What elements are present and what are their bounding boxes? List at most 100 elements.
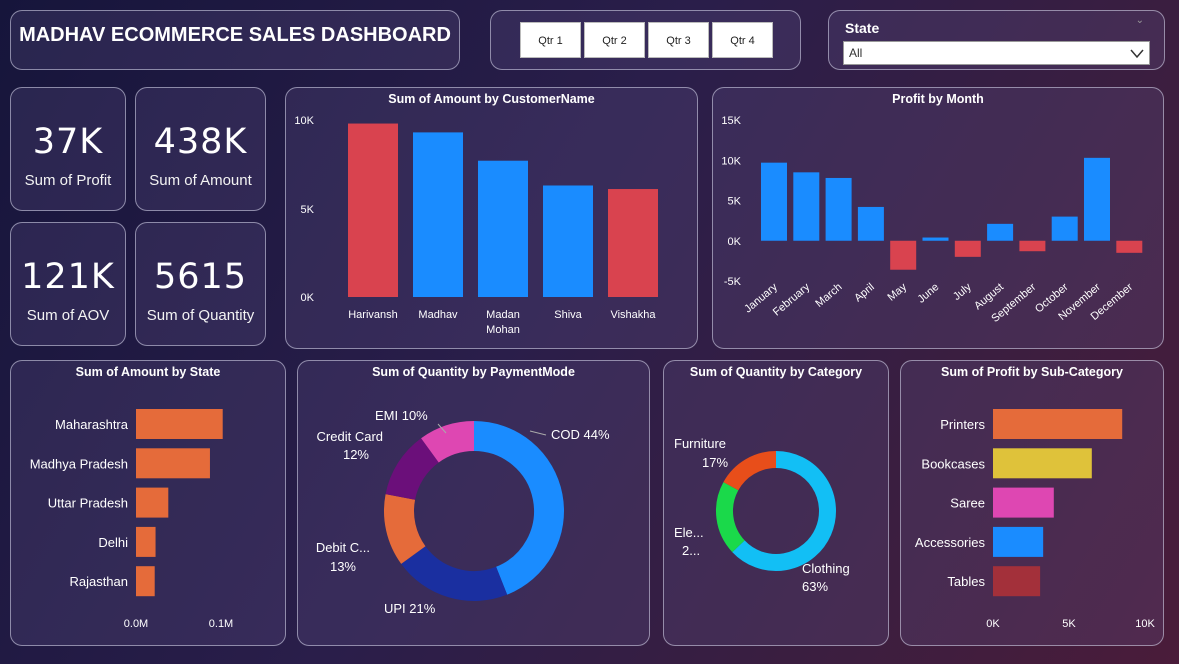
slice-label: Debit C...: [316, 540, 370, 555]
x-tick-label: 0K: [986, 618, 1000, 630]
x-tick-label: May: [885, 281, 909, 304]
x-tick-label: 0.1M: [209, 618, 233, 630]
customer-amount-chart-panel: Sum of Amount by CustomerName 10K 5K 0K Har…: [285, 87, 698, 349]
slice-label: Ele...: [674, 525, 704, 540]
bar: [136, 409, 223, 439]
x-tick-label: 5K: [1062, 618, 1076, 630]
quarter-button-2[interactable]: Qtr 2: [584, 22, 645, 58]
kpi-card-profit: 37K Sum of Profit: [10, 87, 126, 211]
y-tick-label: 10K: [721, 155, 741, 167]
bar: [993, 526, 1044, 557]
chart-title: Profit by Month: [892, 92, 984, 106]
slice-label: EMI 10%: [375, 408, 428, 423]
slice-label: Clothing: [802, 561, 850, 576]
bar: [825, 177, 852, 241]
bar: [543, 185, 593, 297]
chart-title: Sum of Quantity by Category: [689, 365, 863, 379]
y-tick-label: 5K: [728, 196, 742, 208]
chart-title: Sum of Quantity by PaymentMode: [372, 365, 575, 379]
state-amount-chart: Maharashtra Madhya Pradesh Uttar Pradesh De…: [30, 409, 233, 630]
donut-slice: [473, 421, 564, 595]
customer-amount-chart: 10K 5K 0K Harivansh Madhav Madan Mohan Shiva Vis…: [294, 115, 658, 336]
x-tick-label: July: [951, 281, 974, 303]
y-tick-label: 15K: [721, 115, 741, 127]
x-tick-label: Vishakha: [610, 309, 656, 321]
state-dropdown-value: All: [849, 46, 863, 60]
chart-title: Sum of Profit by Sub-Category: [941, 365, 1123, 379]
donut-slice: [716, 482, 745, 553]
x-tick-label: 10K: [1135, 618, 1155, 630]
quarter-button-3[interactable]: Qtr 3: [648, 22, 709, 58]
category-label: Madhya Pradesh: [30, 456, 128, 471]
category-label: Uttar Pradesh: [48, 496, 128, 511]
kpi-value: 37K: [32, 122, 104, 162]
quarter-button-1[interactable]: Qtr 1: [520, 22, 581, 58]
x-tick-label: 0.0M: [124, 618, 148, 630]
bar: [136, 566, 155, 597]
bar: [761, 162, 787, 241]
bar: [793, 172, 820, 241]
state-dropdown[interactable]: All: [843, 41, 1150, 65]
category-label: Saree: [950, 496, 985, 511]
y-tick-label: 0K: [728, 236, 742, 248]
leader-line: [437, 423, 447, 434]
leader-line: [529, 430, 547, 436]
bar: [993, 448, 1092, 479]
x-tick-label: Madhav: [418, 309, 458, 321]
y-tick-label: 10K: [294, 115, 314, 127]
dashboard-title-panel: MADHAV ECOMMERCE SALES DASHBOARD: [10, 10, 460, 70]
subcategory-profit-chart-panel: Sum of Profit by Sub-Category Printers Bo…: [900, 360, 1164, 646]
payment-mode-donut: COD 44% UPI 21% Debit C... 13% Credit Card 12…: [316, 408, 610, 616]
bar: [136, 526, 156, 557]
bar: [993, 566, 1041, 597]
kpi-value: 121K: [21, 257, 115, 297]
bar: [890, 240, 917, 270]
x-tick-label: February: [771, 281, 813, 319]
bar: [136, 448, 210, 479]
kpi-value: 438K: [153, 122, 248, 162]
bar: [1019, 240, 1046, 252]
slice-label: UPI 21%: [384, 601, 436, 616]
x-tick-label: March: [813, 281, 844, 310]
donut-slice: [385, 438, 440, 501]
category-label: Bookcases: [921, 456, 985, 471]
kpi-card-quantity: 5615 Sum of Quantity: [135, 222, 266, 346]
x-tick-label: Harivansh: [348, 309, 398, 321]
kpi-label: Sum of Amount: [149, 172, 252, 189]
kpi-label: Sum of Profit: [24, 172, 112, 189]
state-filter-label: State: [845, 20, 880, 36]
slice-percent: 17%: [702, 455, 728, 470]
category-label: Accessories: [915, 535, 986, 550]
donut-slice: [732, 451, 836, 571]
x-tick-label: April: [852, 281, 877, 304]
kpi-label: Sum of Quantity: [146, 307, 255, 324]
slice-label: Credit Card: [317, 429, 383, 444]
category-label: Tables: [947, 574, 985, 589]
chevron-down-icon: [1130, 49, 1144, 59]
slice-label: COD 44%: [551, 427, 610, 442]
slice-percent: 13%: [330, 559, 356, 574]
y-tick-label: 5K: [301, 204, 315, 216]
x-tick-label: Shiva: [554, 309, 582, 321]
quarter-button-4[interactable]: Qtr 4: [712, 22, 773, 58]
bar: [136, 487, 169, 518]
kpi-card-aov: 121K Sum of AOV: [10, 222, 126, 346]
kpi-label: Sum of AOV: [26, 307, 110, 324]
collapse-chevron-icon[interactable]: ⌄: [1135, 15, 1144, 26]
y-tick-label: 0K: [301, 292, 315, 304]
state-filter-panel: State ⌄ All: [828, 10, 1165, 70]
bar: [987, 223, 1014, 241]
bar: [993, 487, 1054, 518]
category-label: Maharashtra: [55, 417, 129, 432]
bar: [413, 132, 463, 297]
slice-percent: 63%: [802, 579, 828, 594]
slice-percent: 12%: [343, 447, 369, 462]
x-tick-label: Madan: [486, 309, 520, 321]
category-donut: Clothing 63% Ele... 2... Furniture 17%: [674, 436, 850, 594]
donut-slice: [723, 451, 777, 491]
donut-slice: [401, 545, 508, 601]
x-tick-label: Mohan: [486, 324, 520, 336]
payment-mode-chart-panel: Sum of Quantity by PaymentMode COD 44% UP…: [297, 360, 650, 646]
chart-title: Sum of Amount by CustomerName: [388, 92, 595, 106]
donut-slice: [421, 421, 475, 463]
